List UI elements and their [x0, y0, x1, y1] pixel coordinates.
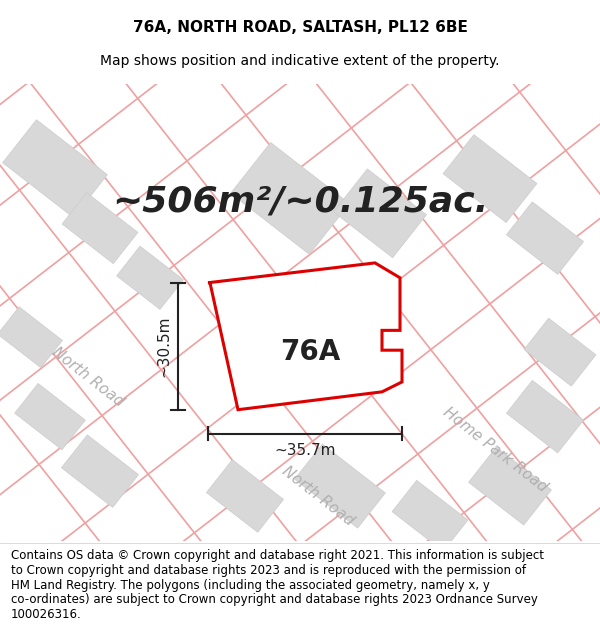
Text: North Road: North Road	[280, 464, 356, 529]
Text: Contains OS data © Crown copyright and database right 2021. This information is : Contains OS data © Crown copyright and d…	[11, 549, 544, 562]
Polygon shape	[206, 460, 284, 532]
Text: ~506m²/~0.125ac.: ~506m²/~0.125ac.	[112, 184, 488, 218]
Polygon shape	[524, 318, 596, 386]
Polygon shape	[506, 202, 584, 274]
Polygon shape	[61, 435, 139, 508]
Polygon shape	[2, 120, 107, 218]
Text: HM Land Registry. The polygons (including the associated geometry, namely x, y: HM Land Registry. The polygons (includin…	[11, 579, 490, 592]
Polygon shape	[62, 192, 138, 264]
Polygon shape	[0, 307, 62, 368]
Polygon shape	[14, 384, 85, 450]
Text: Map shows position and indicative extent of the property.: Map shows position and indicative extent…	[100, 54, 500, 68]
Polygon shape	[506, 381, 584, 453]
Polygon shape	[295, 444, 385, 528]
Polygon shape	[392, 481, 468, 551]
Text: North Road: North Road	[49, 344, 127, 409]
Polygon shape	[208, 263, 402, 410]
Text: ~35.7m: ~35.7m	[274, 443, 336, 458]
Text: ~30.5m: ~30.5m	[157, 316, 172, 377]
Text: co-ordinates) are subject to Crown copyright and database rights 2023 Ordnance S: co-ordinates) are subject to Crown copyr…	[11, 593, 538, 606]
Polygon shape	[230, 142, 349, 254]
Text: 76A, NORTH ROAD, SALTASH, PL12 6BE: 76A, NORTH ROAD, SALTASH, PL12 6BE	[133, 19, 467, 34]
Polygon shape	[469, 447, 551, 525]
Text: 76A: 76A	[280, 338, 340, 366]
Text: Home Park Road: Home Park Road	[440, 404, 550, 494]
Text: 100026316.: 100026316.	[11, 608, 82, 621]
Polygon shape	[443, 134, 537, 222]
Polygon shape	[334, 169, 427, 258]
Text: to Crown copyright and database rights 2023 and is reproduced with the permissio: to Crown copyright and database rights 2…	[11, 564, 526, 577]
Polygon shape	[116, 246, 184, 309]
